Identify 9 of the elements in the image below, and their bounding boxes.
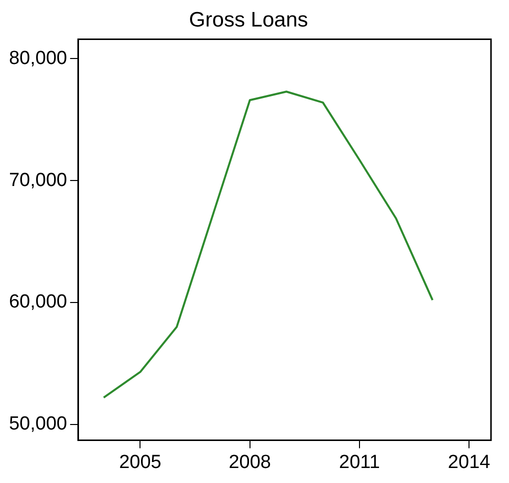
x-tick-label: 2005 [119, 452, 162, 473]
chart-title: Gross Loans [188, 8, 308, 32]
y-tick-label: 50,000 [8, 414, 68, 435]
y-tick-label: 60,000 [8, 292, 68, 313]
x-tick-label: 2014 [448, 452, 491, 473]
x-tick-label: 2011 [339, 452, 380, 473]
y-tick-label: 80,000 [8, 48, 68, 69]
y-tick-label: 70,000 [8, 170, 68, 191]
x-tick-label: 2008 [228, 452, 271, 473]
